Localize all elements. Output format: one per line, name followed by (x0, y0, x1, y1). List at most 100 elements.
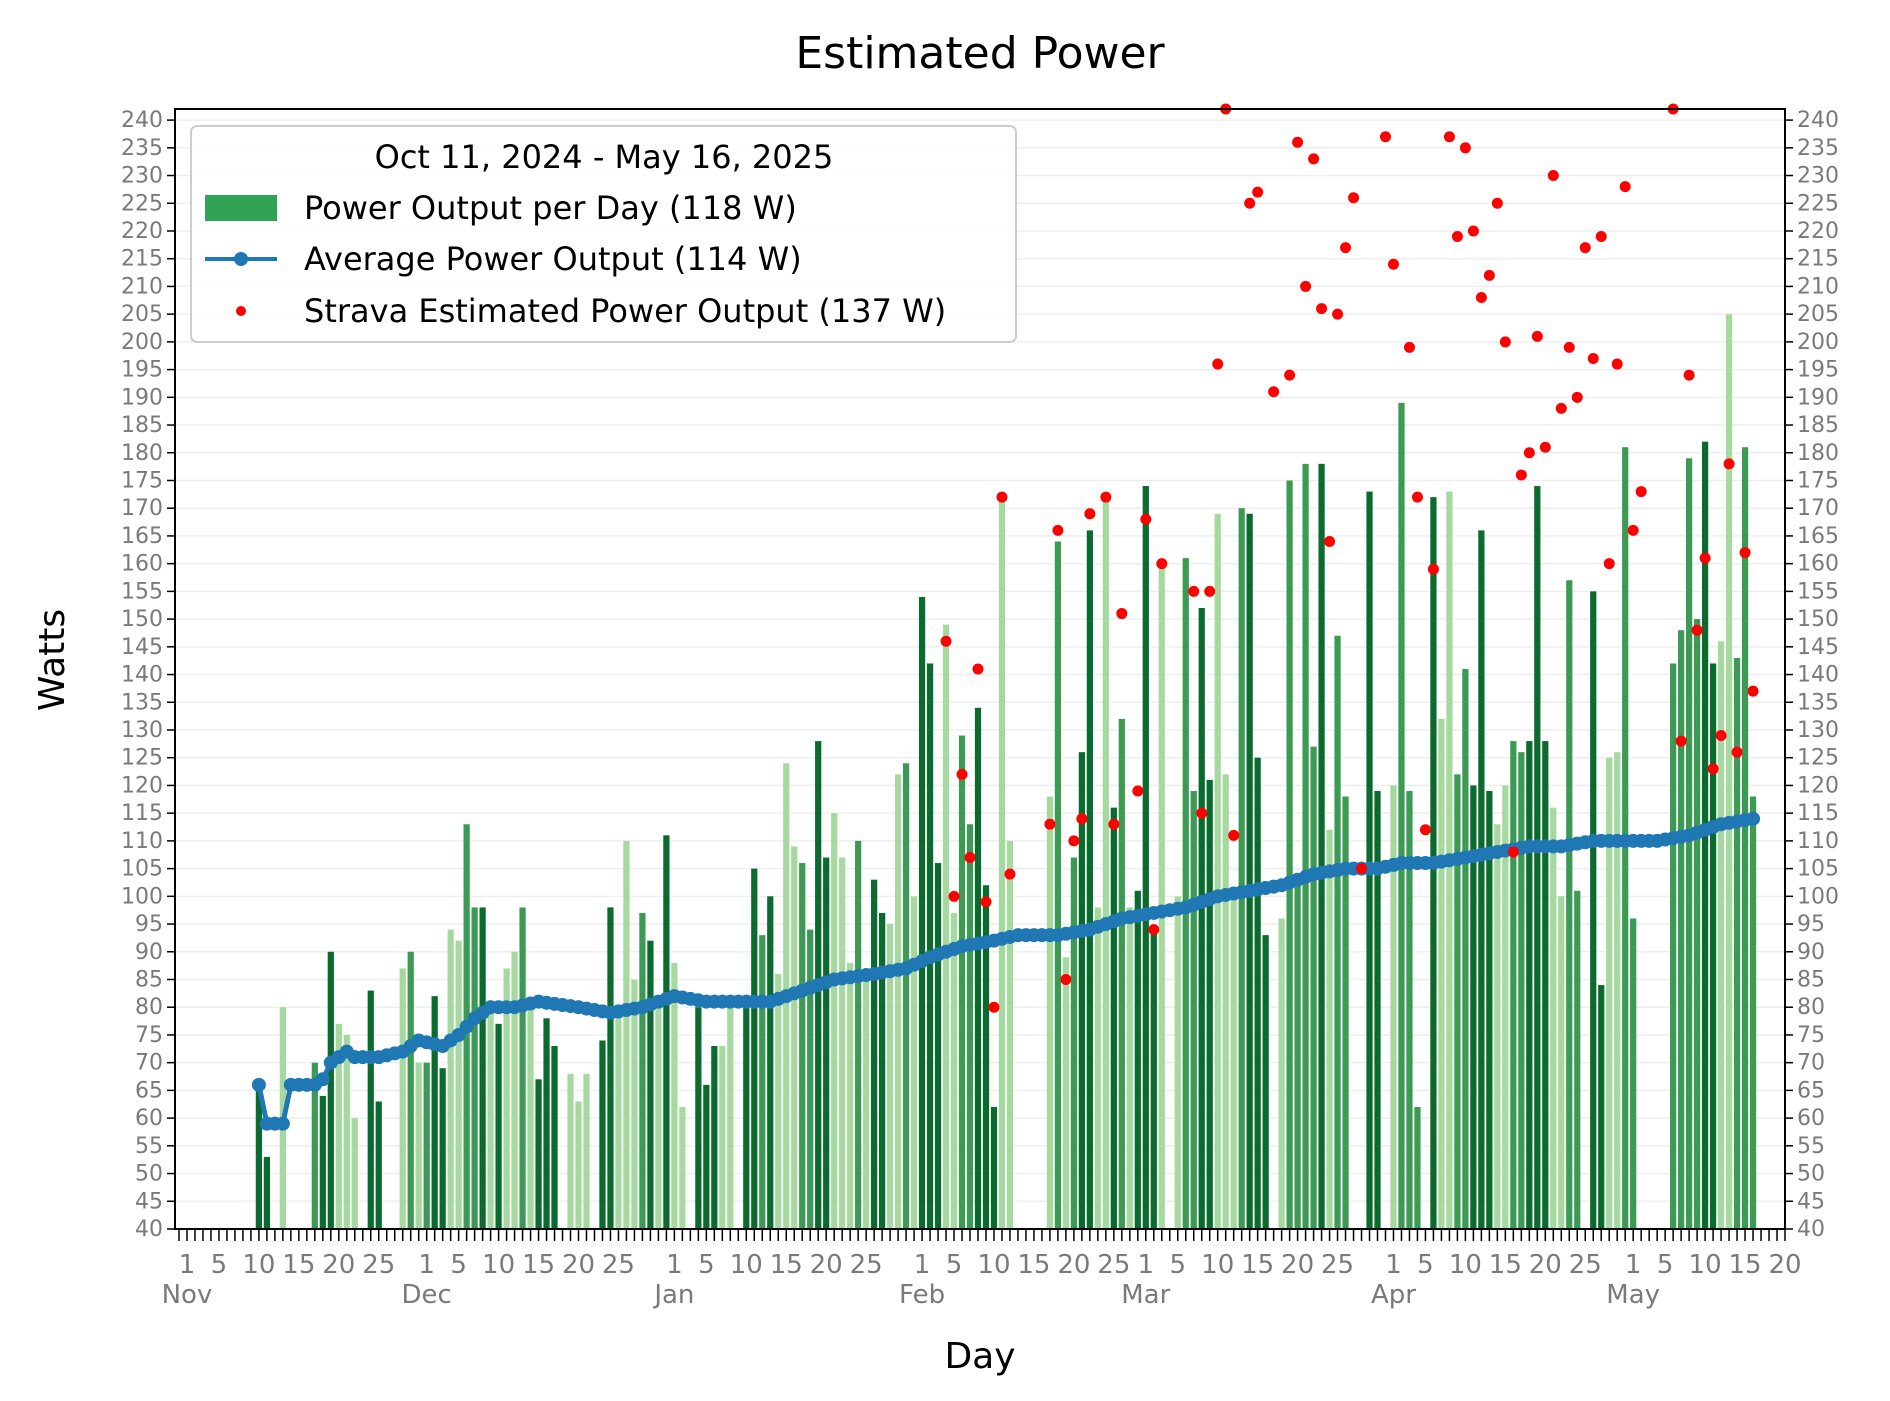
y-tick-label: 200 (1797, 330, 1839, 355)
average-line-series (251, 811, 1761, 1131)
strava-point (1140, 513, 1152, 525)
strava-point (1356, 863, 1368, 875)
strava-point (1411, 491, 1423, 503)
y-tick-label: 185 (121, 413, 163, 438)
y-tick-label: 105 (1797, 857, 1839, 882)
strava-point (996, 491, 1008, 503)
strava-point (940, 635, 952, 647)
power-bar (1174, 896, 1181, 1229)
power-bar (1222, 774, 1229, 1229)
power-bar (998, 497, 1006, 1230)
x-day-tick-label: 5 (698, 1250, 715, 1280)
y-axis-right: 4045505560657075808590951001051101151201… (1785, 108, 1839, 1242)
legend-point-swatch (236, 306, 246, 316)
power-bar (1542, 741, 1549, 1229)
y-tick-label: 150 (1797, 607, 1839, 632)
power-bar (471, 907, 478, 1229)
x-month-label: Apr (1371, 1280, 1416, 1310)
y-tick-label: 60 (135, 1106, 163, 1131)
power-bar (1110, 807, 1117, 1229)
power-bar (255, 1084, 263, 1229)
power-bar (263, 1156, 271, 1229)
y-tick-label: 240 (1797, 108, 1839, 133)
x-day-tick-label: 1 (1138, 1250, 1155, 1280)
x-day-tick-label: 25 (362, 1250, 395, 1280)
power-bar (1214, 513, 1221, 1229)
y-tick-label: 215 (121, 247, 163, 272)
power-bar (799, 863, 806, 1229)
average-marker (1746, 811, 1761, 826)
power-bar (719, 1046, 726, 1229)
power-bar (535, 1079, 542, 1229)
strava-point (1379, 131, 1391, 143)
y-tick-label: 195 (1797, 358, 1839, 383)
x-day-tick-label: 15 (770, 1250, 803, 1280)
power-bar (831, 813, 838, 1229)
y-tick-label: 50 (1797, 1162, 1825, 1187)
power-bar (1254, 757, 1261, 1229)
power-bar (1725, 314, 1733, 1229)
x-day-tick-label: 1 (666, 1250, 683, 1280)
x-day-tick-label: 25 (602, 1250, 635, 1280)
power-bar (1374, 790, 1381, 1229)
power-bar (1238, 508, 1245, 1230)
power-bar (1558, 896, 1565, 1229)
strava-point (1539, 441, 1551, 453)
strava-point (1188, 585, 1200, 597)
x-day-tick-label: 5 (946, 1250, 963, 1280)
power-bar (1686, 458, 1693, 1229)
y-tick-label: 65 (1797, 1078, 1825, 1103)
power-bar (775, 973, 782, 1229)
y-tick-label: 145 (1797, 635, 1839, 660)
power-bar (519, 907, 526, 1229)
y-tick-label: 115 (121, 801, 163, 826)
strava-point (1252, 186, 1264, 198)
x-day-tick-label: 15 (1017, 1250, 1050, 1280)
strava-point (1515, 469, 1527, 481)
x-day-tick-label: 10 (1689, 1250, 1722, 1280)
y-tick-label: 140 (1797, 663, 1839, 688)
legend-points-label: Strava Estimated Power Output (137 W) (304, 292, 946, 330)
strava-point (972, 663, 984, 675)
average-marker (275, 1116, 290, 1131)
strava-point (1403, 341, 1415, 353)
power-bar (439, 1068, 446, 1229)
y-tick-label: 150 (121, 607, 163, 632)
strava-point (1499, 336, 1511, 348)
power-bar (1118, 718, 1125, 1229)
x-day-tick-label: 10 (242, 1250, 275, 1280)
strava-point (1116, 608, 1128, 620)
power-bar (1230, 890, 1237, 1229)
y-tick-label: 175 (121, 468, 163, 493)
strava-point (1156, 558, 1168, 570)
y-tick-label: 85 (135, 967, 163, 992)
strava-point (1132, 785, 1144, 797)
x-day-tick-label: 20 (1529, 1250, 1562, 1280)
strava-point (1571, 391, 1583, 403)
power-bar (1741, 447, 1749, 1229)
strava-point (1284, 369, 1296, 381)
strava-point (1475, 292, 1487, 304)
power-bar (1454, 774, 1461, 1229)
y-tick-label: 75 (1797, 1023, 1825, 1048)
power-bar (583, 1073, 590, 1229)
strava-point (1108, 818, 1120, 830)
y-tick-label: 135 (1797, 690, 1839, 715)
y-tick-label: 180 (1797, 441, 1839, 466)
power-bar (1733, 657, 1741, 1229)
power-bar (1078, 752, 1085, 1229)
y-axis-title: Watts (32, 609, 73, 711)
y-tick-label: 60 (1797, 1106, 1825, 1131)
strava-point (1084, 508, 1096, 520)
power-bar (1342, 796, 1349, 1229)
power-bar (663, 835, 670, 1229)
x-day-tick-label: 20 (1057, 1250, 1090, 1280)
power-bar (1614, 752, 1621, 1229)
y-tick-label: 70 (135, 1051, 163, 1076)
power-bar (375, 1101, 382, 1229)
power-bar (934, 863, 942, 1229)
strava-point (1523, 447, 1535, 459)
power-bar (1438, 718, 1445, 1229)
x-month-label: Feb (899, 1280, 945, 1310)
power-bar (823, 857, 830, 1229)
